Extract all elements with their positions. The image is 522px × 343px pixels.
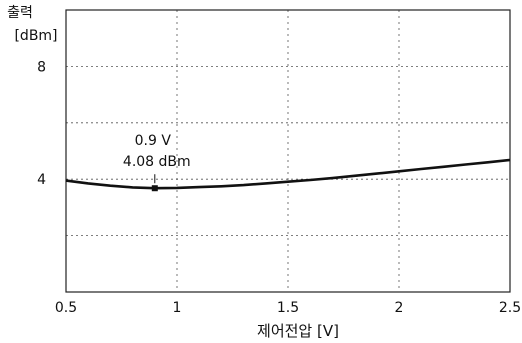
x-tick-label: 2.5 — [499, 300, 521, 316]
series-line — [65, 158, 511, 190]
y-axis-label-line1: 출력 — [7, 5, 33, 21]
x-tick-labels: 0.5 1 1.5 2 2.5 — [55, 300, 521, 316]
grid — [66, 10, 510, 292]
annotation: 0.9 V 4.08 dBm — [123, 133, 191, 192]
x-tick-label: 1.5 — [277, 300, 299, 316]
y-tick-labels: 48 — [37, 59, 46, 188]
series-layer — [65, 158, 511, 190]
plot-frame — [65, 9, 511, 293]
x-tick-label: 2 — [395, 300, 404, 316]
x-tick-label: 1 — [173, 300, 182, 316]
annotation-voltage: 0.9 V — [135, 133, 172, 149]
annotation-power: 4.08 dBm — [123, 154, 191, 170]
y-tick-label: 4 — [37, 172, 46, 188]
x-tick-label: 0.5 — [55, 300, 77, 316]
x-axis-label: 제어전압 [V] — [257, 322, 339, 340]
y-axis-label-line2: [dBm] — [14, 28, 57, 44]
min-point-marker — [151, 185, 158, 192]
y-tick-label: 8 — [37, 59, 46, 75]
